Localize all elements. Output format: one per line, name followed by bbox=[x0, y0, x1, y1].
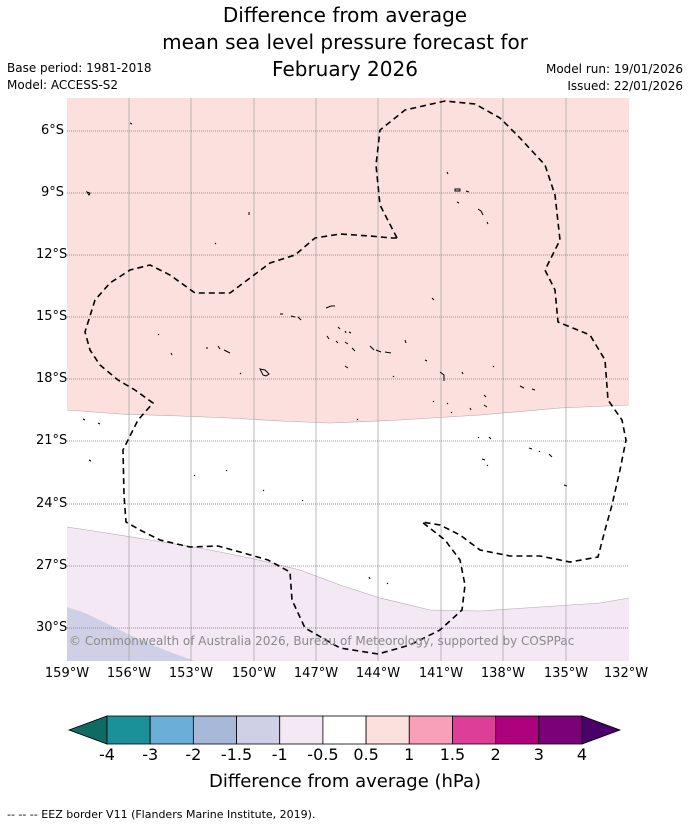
colorbar-segment-5 bbox=[322, 715, 367, 745]
lon-label-5: 144°W bbox=[355, 666, 401, 681]
anomaly-zone-negative-medium bbox=[67, 607, 195, 661]
colorbar-over-arrow bbox=[581, 715, 622, 745]
colorbar-under-arrow bbox=[67, 715, 108, 745]
lon-label-4: 147°W bbox=[293, 666, 339, 681]
meta-left: Base period: 1981-2018 Model: ACCESS-S2 bbox=[7, 60, 152, 94]
contour-line-negative bbox=[67, 526, 629, 612]
colorbar bbox=[67, 715, 622, 745]
colorbar-segment-0 bbox=[106, 715, 151, 745]
lon-label-6: 141°W bbox=[418, 666, 464, 681]
colorbar-tick-11: 4 bbox=[576, 745, 588, 764]
model-run: Model run: 19/01/2026 bbox=[545, 62, 683, 76]
colorbar-tick-1: -3 bbox=[142, 745, 159, 764]
lat-grid-lines bbox=[67, 130, 629, 629]
colorbar-tick-9: 2 bbox=[490, 745, 501, 764]
footer-legend: -- -- -- EEZ border V11 (Flanders Marine… bbox=[7, 808, 316, 821]
colorbar-tick-2: -2 bbox=[185, 745, 202, 764]
lat-label-6: 24°S bbox=[36, 496, 68, 511]
map-area bbox=[67, 98, 629, 661]
lon-label-3: 150°W bbox=[231, 666, 277, 681]
colorbar-title: Difference from average (hPa) bbox=[208, 771, 482, 792]
grid-lines bbox=[128, 98, 567, 661]
colorbar-tick-10: 3 bbox=[533, 745, 544, 764]
colorbar-tick-7: 1 bbox=[404, 745, 415, 764]
lon-label-1: 156°W bbox=[106, 666, 152, 681]
colorbar-tick-6: 0.5 bbox=[353, 745, 379, 764]
lat-label-8: 30°S bbox=[36, 620, 68, 635]
colorbar-tick-4: -1 bbox=[271, 745, 288, 764]
lon-label-8: 135°W bbox=[543, 666, 589, 681]
base-period: Base period: 1981-2018 bbox=[7, 61, 152, 75]
eez-border bbox=[84, 100, 627, 655]
colorbar-tick-8: 1.5 bbox=[439, 745, 466, 764]
lat-label-3: 15°S bbox=[36, 309, 68, 324]
anomaly-zone-positive bbox=[67, 98, 629, 423]
colorbar-segment-7 bbox=[408, 715, 453, 745]
lat-label-0: 6°S bbox=[40, 123, 64, 138]
anomaly-zone-negative-light bbox=[67, 527, 629, 661]
contour-line-positive bbox=[67, 404, 629, 424]
colorbar-tick-0: -4 bbox=[99, 745, 115, 764]
lat-label-5: 21°S bbox=[36, 433, 68, 448]
lat-label-1: 9°S bbox=[40, 185, 64, 200]
title-line-2: mean sea level pressure forecast for bbox=[162, 30, 528, 54]
lat-label-7: 27°S bbox=[36, 558, 68, 573]
model-name: Model: ACCESS-S2 bbox=[7, 78, 119, 92]
lon-label-7: 138°W bbox=[480, 666, 526, 681]
colorbar-tick-3: -1.5 bbox=[220, 745, 253, 764]
lat-label-2: 12°S bbox=[36, 247, 68, 262]
colorbar-segment-10 bbox=[538, 715, 583, 745]
colorbar-segment-9 bbox=[495, 715, 540, 745]
colorbar-segment-1 bbox=[149, 715, 194, 745]
colorbar-segment-8 bbox=[452, 715, 497, 745]
lon-label-9: 132°W bbox=[603, 666, 649, 681]
colorbar-segment-6 bbox=[365, 715, 410, 745]
colorbar-segment-2 bbox=[192, 715, 237, 745]
chart-title: Difference from average mean sea level p… bbox=[0, 2, 690, 83]
colorbar-segment-4 bbox=[279, 715, 324, 745]
lon-label-0: 159°W bbox=[44, 666, 90, 681]
colorbar-tick-5: -0.5 bbox=[307, 745, 339, 764]
lon-label-2: 153°W bbox=[168, 666, 214, 681]
title-line-1: Difference from average bbox=[222, 3, 468, 27]
issued-date: Issued: 22/01/2026 bbox=[567, 79, 683, 93]
meta-right: Model run: 19/01/2026 Issued: 22/01/2026 bbox=[546, 61, 683, 95]
title-line-3: February 2026 bbox=[272, 57, 418, 81]
islands bbox=[82, 122, 568, 585]
colorbar-segment-3 bbox=[236, 715, 281, 745]
copyright-text: © Commonwealth of Australia 2026, Bureau… bbox=[69, 634, 575, 648]
lat-label-4: 18°S bbox=[36, 371, 68, 386]
